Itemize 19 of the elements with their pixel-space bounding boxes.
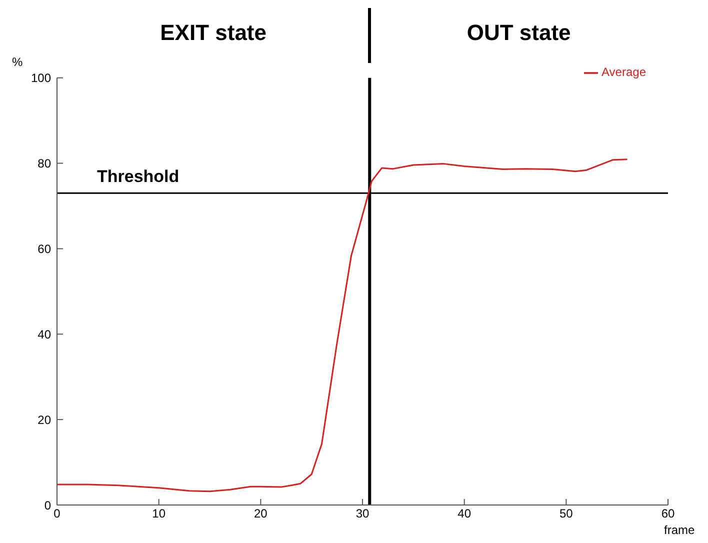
x-tick-label: 20 [254, 506, 268, 521]
x-tick-label: 10 [152, 506, 166, 521]
legend-label: Average [602, 65, 646, 79]
x-axis-title: frame [664, 523, 695, 537]
x-tick-label: 60 [661, 506, 675, 521]
y-tick-label: 100 [30, 71, 52, 86]
y-tick-label: 60 [38, 242, 52, 256]
y-axis-title: % [12, 55, 23, 69]
x-tick-label: 30 [356, 506, 370, 521]
ref-line-label: Threshold [97, 167, 180, 186]
y-tick-label: 80 [38, 156, 52, 171]
y-tick-label: 40 [38, 327, 52, 342]
text: EXIT state [159, 20, 268, 46]
y-tick-label: 20 [38, 412, 52, 427]
x-tick-label: 50 [559, 506, 574, 521]
text: OUT state [466, 20, 572, 46]
line-series [57, 158, 628, 492]
x-tick-label: 0 [54, 506, 61, 521]
x-tick-label: 40 [458, 506, 472, 521]
